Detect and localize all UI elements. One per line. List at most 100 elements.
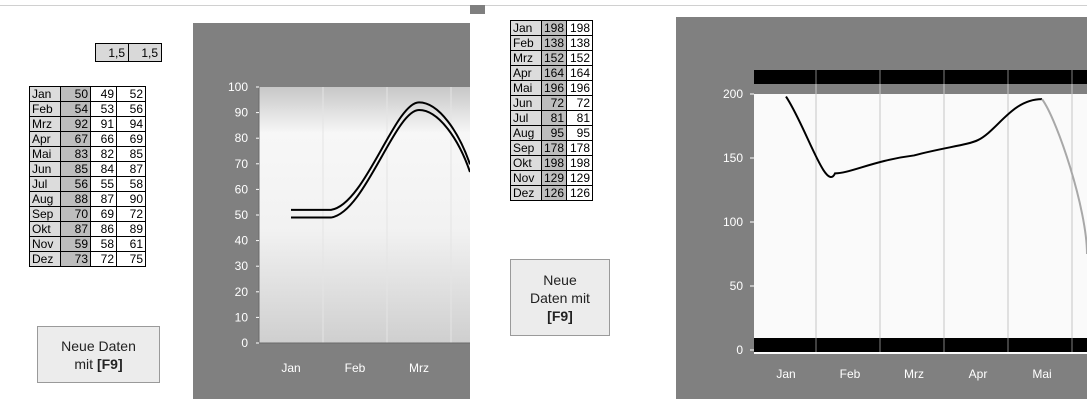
y-tick-label: 30 (235, 259, 249, 273)
month-cell: Feb (29, 101, 61, 117)
value-cell[interactable]: 54 (60, 101, 91, 117)
month-cell: Sep (510, 140, 542, 156)
value-cell[interactable]: 126 (566, 185, 594, 201)
value-cell[interactable]: 91 (90, 116, 117, 132)
value-cell[interactable]: 94 (116, 116, 146, 132)
value-cell[interactable]: 84 (90, 161, 117, 177)
value-cell[interactable]: 61 (116, 236, 146, 252)
table-row: Dez 73 72 75 (29, 251, 146, 267)
x-tick-label: Apr (969, 367, 988, 381)
factor-cell[interactable]: 1,5 (128, 43, 162, 62)
y-tick-label: 90 (235, 106, 249, 120)
value-cell[interactable]: 87 (90, 191, 117, 207)
value-cell[interactable]: 49 (90, 86, 117, 102)
month-cell: Okt (510, 155, 542, 171)
value-cell[interactable]: 129 (566, 170, 594, 186)
value-cell[interactable]: 70 (60, 206, 91, 222)
x-tick-label: Mai (1032, 367, 1051, 381)
table-row: Jan 198 198 (510, 20, 594, 36)
y-tick-label: 20 (235, 285, 249, 299)
value-cell[interactable]: 198 (566, 155, 594, 171)
factor-cell[interactable]: 1,5 (95, 43, 129, 62)
value-cell[interactable]: 52 (116, 86, 146, 102)
value-cell[interactable]: 196 (566, 80, 594, 96)
value-cell[interactable]: 58 (90, 236, 117, 252)
value-cell[interactable]: 178 (540, 140, 568, 156)
x-tick-label: Mrz (904, 367, 924, 381)
table-row: Mai 83 82 85 (29, 146, 146, 162)
value-cell[interactable]: 87 (116, 161, 146, 177)
value-cell[interactable]: 138 (540, 35, 568, 51)
value-cell[interactable]: 75 (116, 251, 146, 267)
table-row: Sep 178 178 (510, 140, 594, 156)
value-cell[interactable]: 92 (60, 116, 91, 132)
value-cell[interactable]: 56 (60, 176, 91, 192)
month-cell: Jul (29, 176, 61, 192)
value-cell[interactable]: 67 (60, 131, 91, 147)
value-cell[interactable]: 69 (116, 131, 146, 147)
value-cell[interactable]: 69 (90, 206, 117, 222)
table-row: Mrz 92 91 94 (29, 116, 146, 132)
new-data-button-2[interactable]: Neue Daten mit [F9] (510, 259, 610, 336)
value-cell[interactable]: 85 (116, 146, 146, 162)
value-cell[interactable]: 126 (540, 185, 568, 201)
value-cell[interactable]: 53 (90, 101, 117, 117)
value-cell[interactable]: 95 (540, 125, 568, 141)
value-cell[interactable]: 82 (90, 146, 117, 162)
button-label: Daten mit (530, 289, 590, 306)
month-cell: Jan (510, 20, 542, 36)
series-line (291, 109, 471, 219)
value-cell[interactable]: 81 (540, 110, 568, 126)
value-cell[interactable]: 72 (90, 251, 117, 267)
value-cell[interactable]: 73 (60, 251, 91, 267)
value-cell[interactable]: 198 (540, 155, 568, 171)
value-cell[interactable]: 152 (566, 50, 594, 66)
y-tick-label: 50 (730, 279, 744, 293)
month-cell: Jul (510, 110, 542, 126)
top-band (754, 70, 1087, 84)
value-cell[interactable]: 88 (60, 191, 91, 207)
plot-area (754, 94, 1087, 354)
value-cell[interactable]: 152 (540, 50, 568, 66)
table-row: Aug 88 87 90 (29, 191, 146, 207)
table-row: Jun 72 72 (510, 95, 594, 111)
month-cell: Sep (29, 206, 61, 222)
value-cell[interactable]: 86 (90, 221, 117, 237)
value-cell[interactable]: 196 (540, 80, 568, 96)
month-cell: Nov (29, 236, 61, 252)
value-cell[interactable]: 138 (566, 35, 594, 51)
value-cell[interactable]: 198 (566, 20, 594, 36)
y-tick-label: 10 (235, 310, 249, 324)
value-cell[interactable]: 58 (116, 176, 146, 192)
value-cell[interactable]: 178 (566, 140, 594, 156)
y-tick-label: 60 (235, 182, 249, 196)
value-cell[interactable]: 50 (60, 86, 91, 102)
value-cell[interactable]: 89 (116, 221, 146, 237)
value-cell[interactable]: 56 (116, 101, 146, 117)
series-line-continuation (1041, 98, 1087, 255)
table-row: Mrz 152 152 (510, 50, 594, 66)
month-cell: Apr (510, 65, 542, 81)
value-cell[interactable]: 90 (116, 191, 146, 207)
month-cell: Jun (510, 95, 542, 111)
value-cell[interactable]: 66 (90, 131, 117, 147)
new-data-button[interactable]: Neue Daten mit [F9] (37, 326, 160, 383)
value-cell[interactable]: 129 (540, 170, 568, 186)
value-cell[interactable]: 72 (540, 95, 568, 111)
value-cell[interactable]: 81 (566, 110, 594, 126)
value-cell[interactable]: 83 (60, 146, 91, 162)
y-tick-label: 100 (723, 215, 743, 229)
value-cell[interactable]: 72 (116, 206, 146, 222)
value-cell[interactable]: 198 (540, 20, 568, 36)
value-cell[interactable]: 164 (566, 65, 594, 81)
value-cell[interactable]: 95 (566, 125, 594, 141)
value-cell[interactable]: 164 (540, 65, 568, 81)
table-row: Jan 50 49 52 (29, 86, 146, 102)
factor-table: 1,5 1,5 (95, 43, 162, 62)
value-cell[interactable]: 55 (90, 176, 117, 192)
value-cell[interactable]: 72 (566, 95, 594, 111)
month-cell: Feb (510, 35, 542, 51)
value-cell[interactable]: 85 (60, 161, 91, 177)
value-cell[interactable]: 87 (60, 221, 91, 237)
value-cell[interactable]: 59 (60, 236, 91, 252)
